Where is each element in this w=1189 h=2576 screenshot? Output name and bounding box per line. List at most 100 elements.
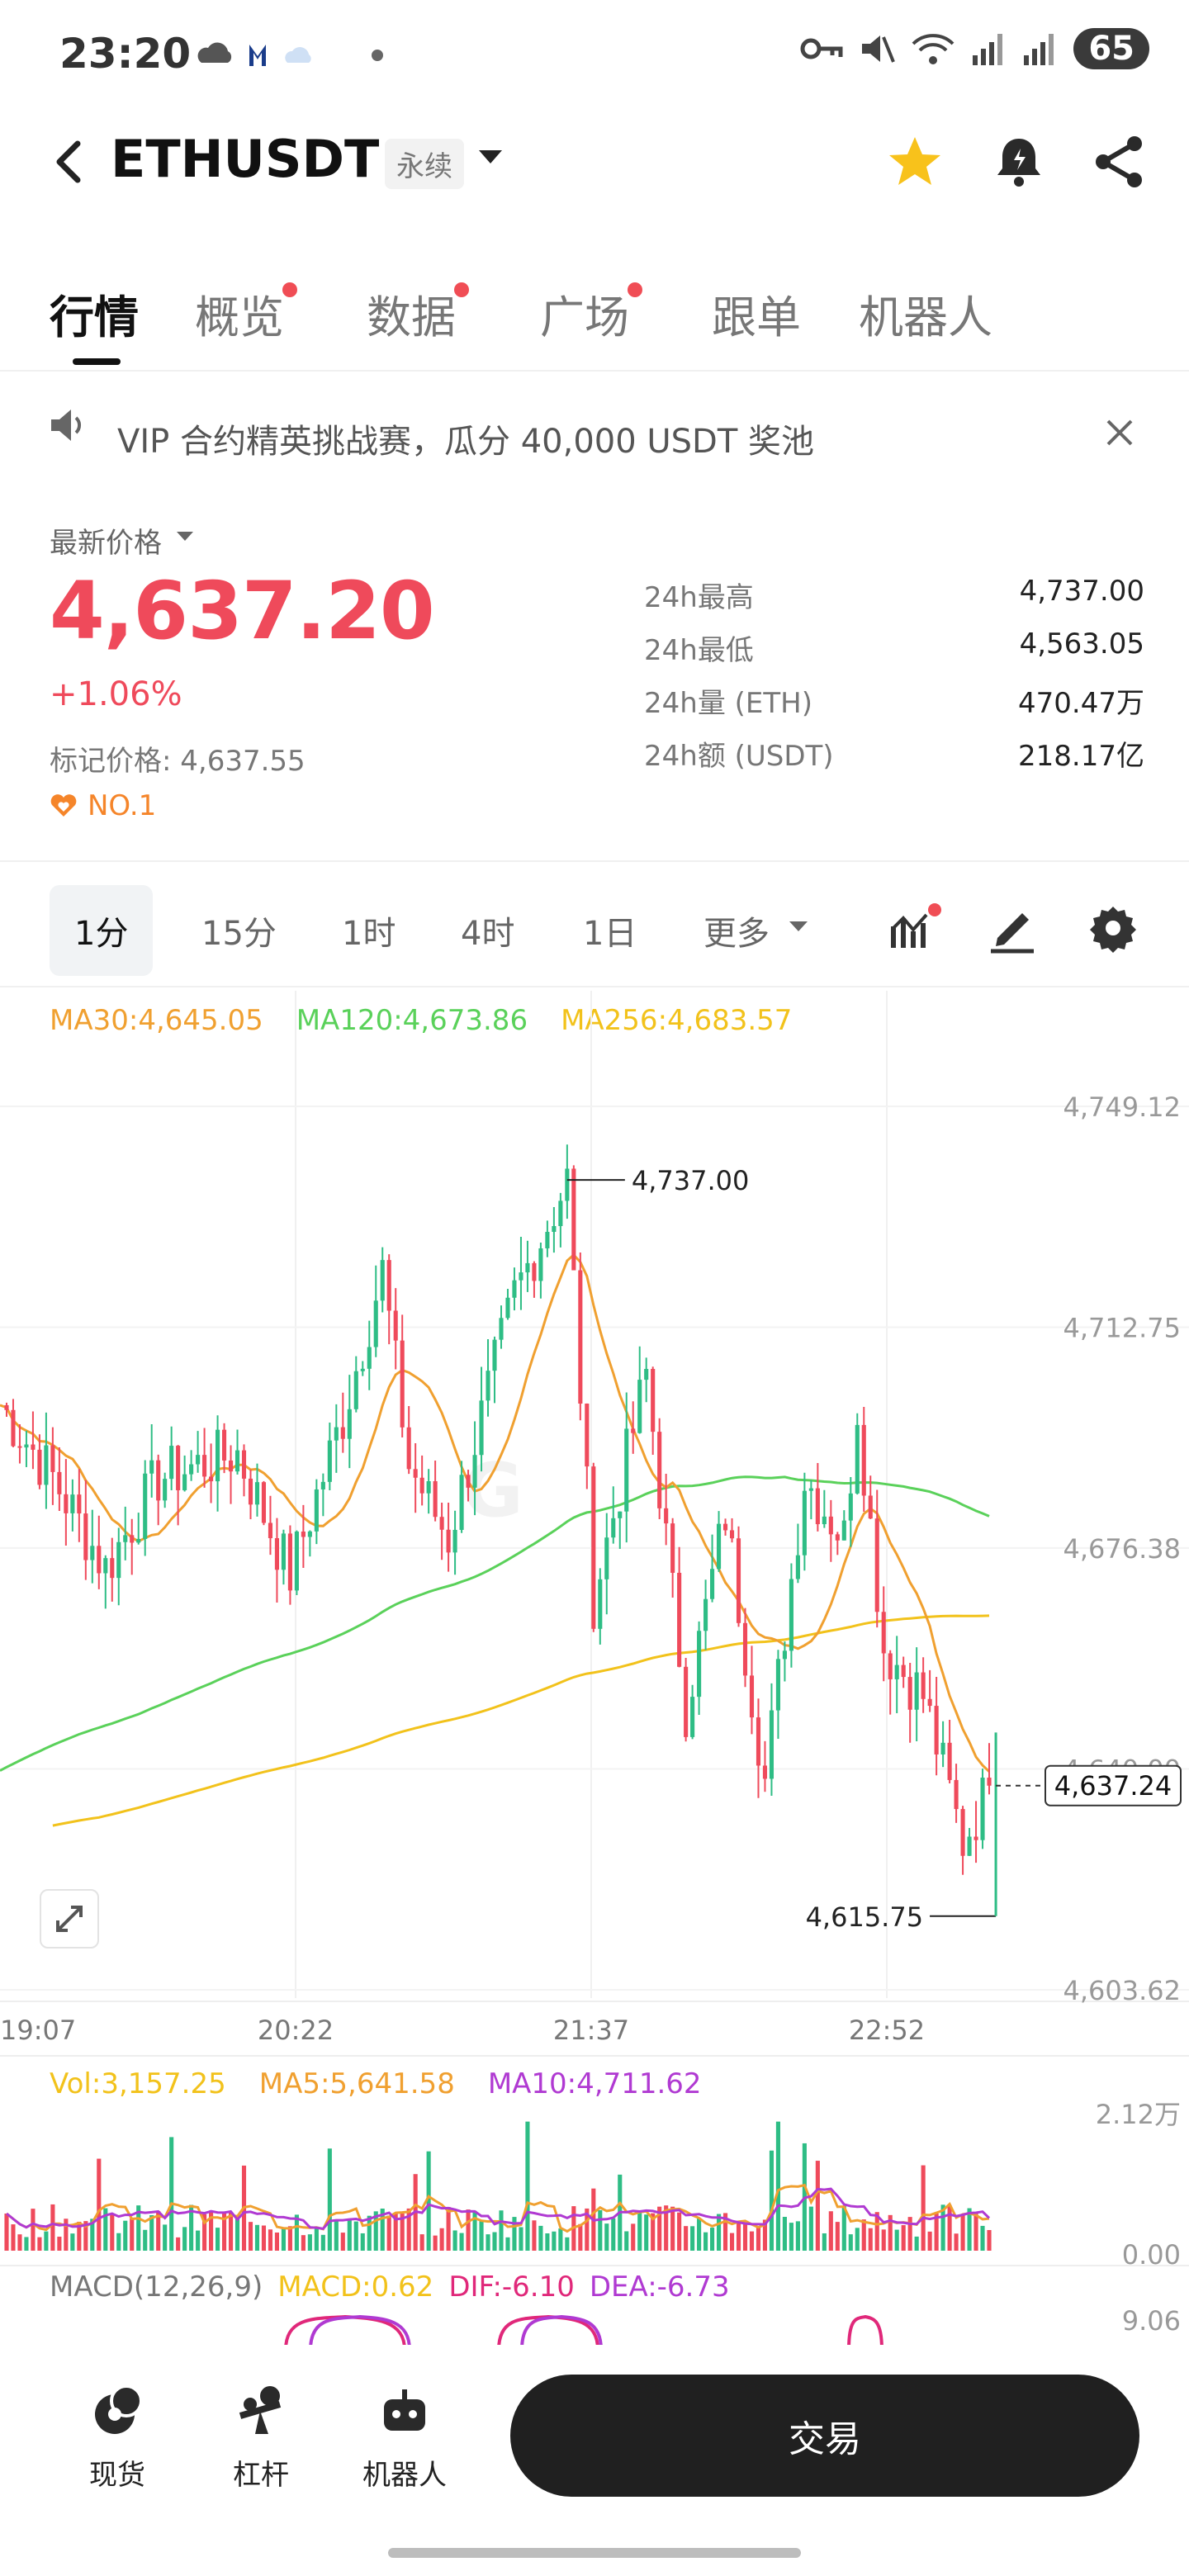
interval-1h[interactable]: 1时 bbox=[342, 915, 396, 953]
notification-dot bbox=[282, 282, 297, 297]
tab-data[interactable]: 数据 bbox=[367, 281, 469, 346]
volume-bar bbox=[585, 2208, 590, 2251]
volume-bar bbox=[789, 2223, 793, 2251]
candle-body bbox=[598, 1579, 603, 1629]
volume-bar bbox=[934, 2213, 939, 2251]
candle-body bbox=[789, 1579, 793, 1651]
volume-bar bbox=[670, 2206, 675, 2251]
interval-1d[interactable]: 1日 bbox=[583, 915, 637, 953]
candle-body bbox=[855, 1424, 860, 1494]
volume-bar bbox=[452, 2230, 457, 2251]
draw-tool-icon[interactable] bbox=[986, 902, 1039, 954]
volume-bar bbox=[664, 2205, 669, 2251]
volume-bar bbox=[762, 2219, 768, 2251]
candle-body bbox=[940, 1742, 945, 1754]
candle-body bbox=[103, 1558, 108, 1574]
volume-bar bbox=[703, 2232, 708, 2251]
volume-bar bbox=[874, 2212, 879, 2251]
ma30-path bbox=[0, 1252, 991, 1773]
interval-more[interactable]: 更多 bbox=[703, 915, 770, 953]
contract-type-badge[interactable]: 永续 bbox=[385, 139, 464, 189]
volume-bar bbox=[254, 2224, 260, 2251]
volume-bar bbox=[189, 2204, 194, 2251]
candle-body bbox=[907, 1677, 912, 1710]
volume-bar bbox=[130, 2218, 135, 2251]
candle-body bbox=[722, 1523, 728, 1531]
candle-body bbox=[914, 1672, 919, 1710]
candle-body bbox=[216, 1429, 220, 1482]
candle-body bbox=[228, 1460, 234, 1472]
y-axis-labels: 4,749.124,712.754,676.384,640.004,603.62 bbox=[1063, 1091, 1182, 2006]
bots-button[interactable]: 机器人 bbox=[347, 2383, 462, 2493]
latest-price-label[interactable]: 最新价格 bbox=[50, 527, 162, 560]
tab-copy-trading[interactable]: 跟单 bbox=[712, 291, 801, 343]
favorite-star-icon[interactable] bbox=[885, 132, 945, 192]
volume-bar bbox=[11, 2224, 16, 2251]
candle-body bbox=[149, 1460, 154, 1474]
chevron-down-icon[interactable] bbox=[177, 532, 193, 541]
interval-1m[interactable]: 1分 bbox=[50, 885, 154, 976]
back-arrow-icon[interactable] bbox=[46, 137, 96, 187]
volume-bar bbox=[169, 2137, 174, 2251]
volume-bar bbox=[163, 2224, 168, 2251]
volume-bar bbox=[31, 2209, 36, 2251]
macd-axis-labels: 9.06 bbox=[1122, 2305, 1181, 2337]
volume-bar bbox=[353, 2221, 358, 2251]
gear-icon[interactable] bbox=[1087, 902, 1139, 954]
volume-bar bbox=[221, 2212, 227, 2251]
candle-body bbox=[954, 1779, 959, 1810]
volume-bar bbox=[459, 2233, 464, 2251]
candle-body bbox=[17, 1446, 22, 1448]
volume-bar bbox=[406, 2208, 411, 2251]
announcement-banner[interactable]: VIP 合约精英挑战赛，瓜分 40,000 USDT 奖池 bbox=[0, 373, 1189, 471]
share-icon[interactable] bbox=[1090, 132, 1149, 192]
tab-overview[interactable]: 概览 bbox=[195, 281, 297, 346]
expand-chart-button[interactable] bbox=[40, 1889, 99, 1949]
candlestick-chart[interactable]: G 4,749.124,712.754,676.384,640.004,603.… bbox=[0, 987, 1189, 2391]
candle-body bbox=[367, 1347, 372, 1369]
interval-4h[interactable]: 4时 bbox=[461, 915, 515, 953]
price-alert-bell-icon[interactable] bbox=[989, 132, 1049, 192]
volume-bar bbox=[301, 2235, 306, 2251]
volume-legend: Vol:3,157.25 MA5:5,641.58 MA10:4,711.62 bbox=[50, 2067, 702, 2100]
volume-max-label: 2.12万 bbox=[1096, 2099, 1181, 2130]
volume-bar bbox=[228, 2213, 234, 2251]
symbol-title[interactable]: ETHUSDT bbox=[111, 129, 380, 189]
volume-bar bbox=[775, 2121, 780, 2251]
candle-body bbox=[209, 1476, 214, 1482]
volume-bar bbox=[176, 2237, 181, 2251]
margin-button[interactable]: 杠杆 bbox=[203, 2383, 319, 2493]
candle-body bbox=[486, 1371, 490, 1401]
candle-body bbox=[921, 1672, 926, 1699]
chevron-down-icon[interactable] bbox=[479, 150, 502, 163]
ma30-legend: MA30:4,645.05 bbox=[50, 1004, 263, 1037]
candle-body bbox=[83, 1513, 88, 1560]
macd-title: MACD(12,26,9) bbox=[50, 2271, 263, 2304]
volume-bar bbox=[710, 2228, 715, 2251]
candle-body bbox=[479, 1400, 484, 1456]
candle-body bbox=[795, 1555, 800, 1579]
candle-body bbox=[202, 1455, 207, 1477]
close-icon[interactable] bbox=[1103, 416, 1136, 449]
ma256-legend: MA256:4,683.57 bbox=[561, 1004, 793, 1037]
rank-badge[interactable]: NO.1 bbox=[50, 789, 156, 822]
candle-body bbox=[664, 1508, 669, 1524]
current-price-box bbox=[1045, 1764, 1182, 1807]
volume-bar bbox=[446, 2207, 451, 2251]
volume-bar bbox=[294, 2214, 299, 2251]
tab-square[interactable]: 广场 bbox=[540, 281, 642, 346]
indicators-icon[interactable] bbox=[888, 902, 941, 954]
tab-bots[interactable]: 机器人 bbox=[859, 291, 992, 343]
trade-button[interactable]: 交易 bbox=[510, 2375, 1139, 2497]
chevron-down-icon[interactable] bbox=[789, 921, 808, 931]
candle-body bbox=[163, 1479, 168, 1501]
volume-bar bbox=[486, 2234, 490, 2251]
tab-market[interactable]: 行情 bbox=[50, 291, 139, 343]
spot-button[interactable]: 现货 bbox=[59, 2383, 175, 2493]
signal-icon bbox=[973, 34, 1003, 65]
chart-grid bbox=[0, 991, 1189, 2266]
candle-body bbox=[802, 1490, 807, 1556]
interval-15m[interactable]: 15分 bbox=[201, 915, 277, 953]
price-change-percent: +1.06% bbox=[50, 675, 182, 713]
volume-bar bbox=[17, 2234, 22, 2251]
